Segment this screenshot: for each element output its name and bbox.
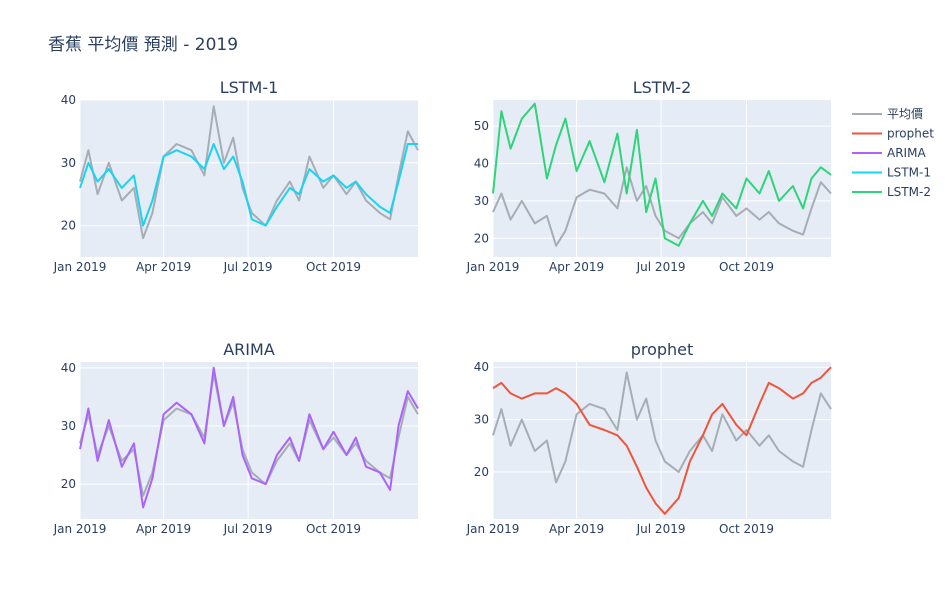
y-tick-label: 30 bbox=[474, 194, 489, 208]
y-tick-label: 20 bbox=[474, 231, 489, 245]
subplot-lstm-1: LSTM-1 20 30 40 Jan 2019 Apr 2019 Jul 2019 Oct … bbox=[53, 78, 419, 274]
x-tick-label: Jan 2019 bbox=[53, 260, 107, 274]
series-line-lstm-1[interactable] bbox=[79, 143, 418, 227]
subplot-lstm-2: LSTM-2 20 30 40 50 Jan 2019 Apr 2019 Jul 2019 Oc… bbox=[466, 78, 832, 274]
y-tick-label: 20 bbox=[61, 219, 76, 233]
series-line-avg-price[interactable] bbox=[492, 371, 832, 484]
x-tick-label: Apr 2019 bbox=[136, 260, 191, 274]
x-tick-label: Jul 2019 bbox=[636, 260, 686, 274]
y-tick-label: 40 bbox=[474, 360, 489, 374]
y-tick-label: 30 bbox=[61, 156, 76, 170]
x-tick-label: Jul 2019 bbox=[223, 260, 273, 274]
subplot-prophet: prophet 20 30 40 Jan 2019 Apr 2019 Jul 2019 Oct… bbox=[466, 340, 832, 536]
x-tick-label: Oct 2019 bbox=[306, 260, 361, 274]
y-tick-label: 40 bbox=[61, 361, 76, 375]
legend-label: LSTM-1 bbox=[887, 166, 931, 180]
legend-item-lstm-2[interactable]: LSTM-2 bbox=[852, 185, 931, 199]
y-tick-label: 30 bbox=[61, 419, 76, 433]
legend-label: ARIMA bbox=[887, 146, 926, 160]
series-line-avg-price[interactable] bbox=[492, 166, 832, 247]
legend-label: LSTM-2 bbox=[887, 185, 931, 199]
legend[interactable]: 平均價 prophet ARIMA LSTM-1 LSTM-2 bbox=[852, 107, 934, 199]
subplot-title-lstm-2: LSTM-2 bbox=[633, 78, 692, 97]
series-line-lstm-2[interactable] bbox=[492, 102, 832, 247]
subplot-arima: ARIMA 20 30 40 Jan 2019 Apr 2019 Jul 2019 Oct 2… bbox=[53, 340, 419, 536]
series-line-arima[interactable] bbox=[79, 366, 419, 509]
legend-item-prophet[interactable]: prophet bbox=[852, 127, 934, 141]
x-tick-label: Oct 2019 bbox=[306, 522, 361, 536]
legend-label: 平均價 bbox=[887, 107, 923, 121]
subplot-title-lstm-1: LSTM-1 bbox=[220, 78, 279, 97]
x-tick-label: Oct 2019 bbox=[719, 260, 774, 274]
x-tick-label: Apr 2019 bbox=[549, 260, 604, 274]
x-tick-label: Apr 2019 bbox=[136, 522, 191, 536]
y-tick-label: 30 bbox=[474, 413, 489, 427]
x-tick-label: Jul 2019 bbox=[223, 522, 273, 536]
y-tick-label: 40 bbox=[474, 157, 489, 171]
subplot-title-arima: ARIMA bbox=[223, 340, 275, 359]
y-tick-label: 20 bbox=[474, 465, 489, 479]
x-tick-label: Jan 2019 bbox=[466, 522, 520, 536]
x-tick-label: Apr 2019 bbox=[549, 522, 604, 536]
chart-title: 香蕉 平均價 預測 - 2019 bbox=[48, 35, 238, 55]
subplot-title-prophet: prophet bbox=[631, 340, 694, 359]
legend-item-avg-price[interactable]: 平均價 bbox=[852, 107, 923, 121]
series-line-prophet[interactable] bbox=[492, 366, 832, 515]
y-tick-label: 40 bbox=[61, 93, 76, 107]
plot-area bbox=[493, 362, 831, 519]
plot-area bbox=[493, 100, 831, 257]
plot-area bbox=[80, 100, 418, 257]
legend-item-arima[interactable]: ARIMA bbox=[852, 146, 926, 160]
x-tick-label: Oct 2019 bbox=[719, 522, 774, 536]
plot-area bbox=[80, 362, 418, 519]
y-tick-label: 20 bbox=[61, 477, 76, 491]
x-tick-label: Jul 2019 bbox=[636, 522, 686, 536]
x-tick-label: Jan 2019 bbox=[53, 522, 107, 536]
x-tick-label: Jan 2019 bbox=[466, 260, 520, 274]
legend-item-lstm-1[interactable]: LSTM-1 bbox=[852, 166, 931, 180]
legend-label: prophet bbox=[887, 127, 934, 141]
y-tick-label: 50 bbox=[474, 119, 489, 133]
